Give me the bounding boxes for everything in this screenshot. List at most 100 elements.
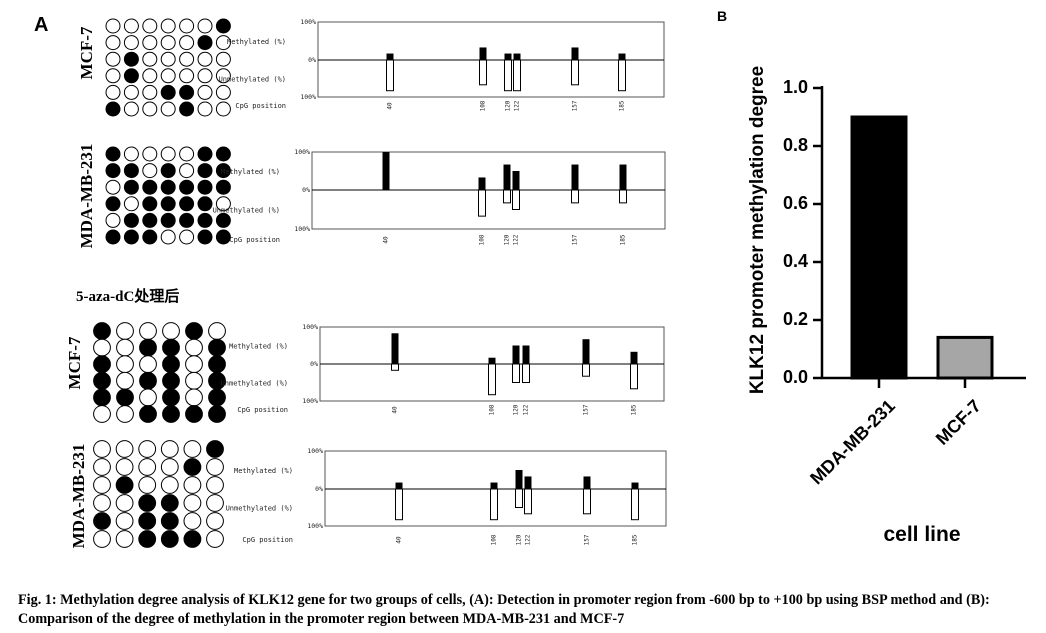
methylated-cpg-circle <box>215 212 231 228</box>
methylated-cpg-circle <box>179 212 195 228</box>
unmethylated-bar <box>522 363 530 383</box>
bsp-group-4: MDA-MB-231 100% 0% 100% Methylated (%) Unmeth… <box>69 440 667 548</box>
unmethylated-cpg-circle <box>142 68 158 84</box>
panel-a-letter: A <box>34 14 48 36</box>
methylated-label: Methylated (%) <box>229 343 288 351</box>
cell-line-label: MDA-MB-231 <box>77 144 96 249</box>
unmethylated-cpg-circle <box>208 322 226 340</box>
unmethylated-bar <box>512 363 520 383</box>
unmethylated-cpg-circle <box>160 146 176 162</box>
methylated-cpg-circle <box>179 196 195 212</box>
methylated-cpg-circle <box>162 388 180 407</box>
unmethylated-cpg-circle <box>185 338 203 357</box>
unmethylated-cpg-circle <box>160 68 176 84</box>
cpg-position-tick: 40 <box>383 236 390 244</box>
unmethylated-cpg-circle <box>116 355 134 374</box>
methylated-cpg-circle <box>162 355 180 374</box>
methylated-bar <box>630 351 638 364</box>
unmethylated-bar <box>504 59 512 92</box>
bar-mcf-7 <box>936 335 994 380</box>
methylated-cpg-circle <box>139 405 157 423</box>
unmethylated-bar <box>479 59 487 86</box>
unmethylated-cpg-circle <box>183 476 202 494</box>
unmethylated-cpg-circle <box>116 405 134 423</box>
cpg-position-tick: 122 <box>525 534 532 545</box>
methylated-bar <box>522 345 530 364</box>
cpg-position-tick: 185 <box>632 534 639 545</box>
unmethylated-cpg-circle <box>142 146 158 162</box>
unmethylated-cpg-circle <box>160 476 179 494</box>
unmethylated-bar <box>512 189 520 210</box>
unmethylated-cpg-circle <box>93 476 111 494</box>
methylated-bar <box>583 476 591 489</box>
methylated-bar <box>513 53 521 60</box>
unmethylated-cpg-circle <box>215 68 231 84</box>
unmethylated-cpg-circle <box>105 18 121 34</box>
methylated-bar <box>619 164 627 190</box>
unmethylated-cpg-circle <box>183 512 202 530</box>
unmethylated-bar <box>571 189 579 204</box>
axis-tick-label: 0% <box>310 360 318 368</box>
unmethylated-cpg-circle <box>123 84 139 100</box>
unmethylated-bar <box>513 59 521 92</box>
methylated-cpg-circle <box>208 355 226 374</box>
y-tick-label: 0.2 <box>783 309 808 329</box>
methylated-cpg-circle <box>160 494 179 512</box>
unmethylated-cpg-circle <box>115 440 134 458</box>
methylated-cpg-circle <box>138 494 157 512</box>
unmethylated-bar <box>630 363 638 390</box>
methylated-cpg-circle <box>215 146 231 162</box>
unmethylated-cpg-circle <box>215 35 231 51</box>
unmethylated-cpg-circle <box>206 476 224 494</box>
methylated-cpg-circle <box>215 229 231 245</box>
unmethylated-bar <box>478 189 486 217</box>
unmethylated-cpg-circle <box>179 18 195 34</box>
methylated-cpg-circle <box>160 212 176 228</box>
methylated-cpg-circle <box>123 68 139 84</box>
unmethylated-cpg-circle <box>206 458 224 476</box>
methylated-cpg-circle <box>162 338 180 357</box>
unmethylated-cpg-circle <box>160 458 179 476</box>
methylated-cpg-circle <box>160 530 179 548</box>
cpg-position-tick: 40 <box>387 102 394 110</box>
unmethylated-bar <box>386 59 394 92</box>
unmethylated-cpg-circle <box>123 35 139 51</box>
methylated-label: Methylated (%) <box>227 38 286 46</box>
cpg-position-label: CpG position <box>235 102 286 110</box>
unmethylated-label: Unmethylated (%) <box>226 505 293 513</box>
methylated-cpg-circle <box>197 35 213 51</box>
methylated-bar <box>524 476 532 489</box>
unmethylated-cpg-circle <box>183 494 202 512</box>
panel-b-letter: B <box>717 8 727 24</box>
methylated-bar <box>571 47 579 60</box>
unmethylated-cpg-circle <box>93 405 111 423</box>
unmethylated-cpg-circle <box>139 322 157 340</box>
methylated-cpg-circle <box>215 163 231 179</box>
methylated-cpg-circle <box>185 405 203 423</box>
unmethylated-cpg-circle <box>123 146 139 162</box>
methylated-cpg-circle <box>115 476 134 494</box>
unmethylated-cpg-circle <box>138 458 157 476</box>
methylated-cpg-circle <box>142 229 158 245</box>
cpg-position-tick: 120 <box>516 534 523 545</box>
unmethylated-bar <box>503 189 511 204</box>
cpg-position-tick: 157 <box>584 534 591 545</box>
unmethylated-cpg-circle <box>142 101 158 117</box>
methylated-bar <box>395 482 403 489</box>
methylated-cpg-circle <box>208 388 226 407</box>
methylated-cpg-circle <box>197 212 213 228</box>
unmethylated-cpg-circle <box>185 371 203 390</box>
unmethylated-cpg-circle <box>93 440 111 458</box>
bsp-group-3: MCF-7 100% 0% 100% Methylated (%) Unmethylate… <box>65 322 665 423</box>
unmethylated-cpg-circle <box>142 35 158 51</box>
unmethylated-cpg-circle <box>206 530 224 548</box>
unmethylated-cpg-circle <box>160 35 176 51</box>
methylated-cpg-circle <box>197 146 213 162</box>
unmethylated-cpg-circle <box>160 229 176 245</box>
unmethylated-cpg-circle <box>142 163 158 179</box>
methylated-cpg-circle <box>142 179 158 195</box>
methylated-cpg-circle <box>139 338 157 357</box>
methylated-cpg-circle <box>208 338 226 357</box>
methylated-cpg-circle <box>93 371 111 390</box>
methylated-bar <box>479 47 487 60</box>
